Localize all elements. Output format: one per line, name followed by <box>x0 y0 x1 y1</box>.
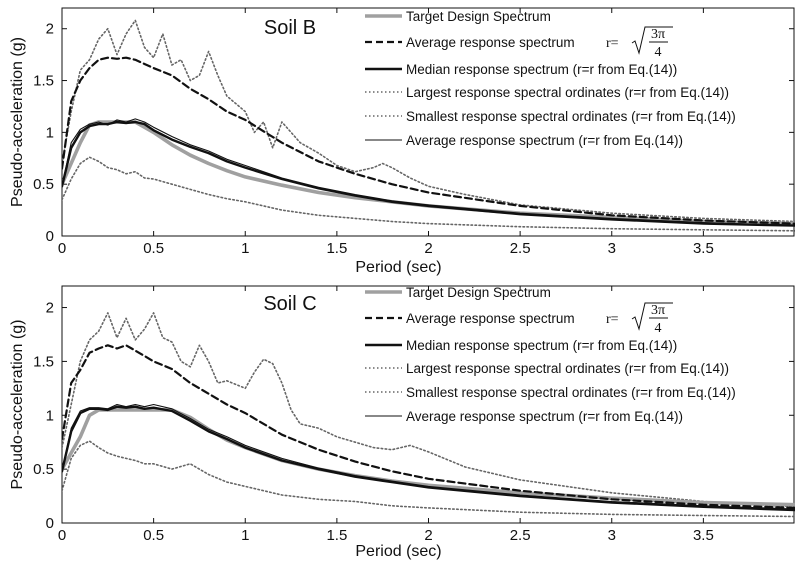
x-tick-label: 3 <box>608 527 616 544</box>
x-tick-label: 2.5 <box>510 240 531 257</box>
series-line-thick-2 <box>62 405 795 512</box>
legend-entry-label: Largest response spectral ordinates (r=r… <box>406 361 729 376</box>
x-tick-label: 2 <box>424 527 432 544</box>
series-line-dotted-4 <box>62 440 795 518</box>
y-tick-label: 0.5 <box>33 176 54 193</box>
legend-entry-label: Smallest response spectral ordinates (r=… <box>406 109 736 124</box>
legend-entry-label: Average response spectrum <box>406 311 575 326</box>
x-axis-label: Period (sec) <box>355 259 441 276</box>
y-tick-label: 0 <box>46 515 54 532</box>
legend-entry-label: Average response spectrum (r=r from Eq.(… <box>406 133 683 148</box>
legend-math-r: r= <box>606 312 619 327</box>
y-tick-label: 1.5 <box>33 73 54 90</box>
legend-entry-label: Smallest response spectral ordinates (r=… <box>406 385 736 400</box>
y-tick-label: 0.5 <box>33 461 54 478</box>
legend-entry-label: Largest response spectral ordinates (r=r… <box>406 85 729 100</box>
series-line-dotted-3 <box>62 19 795 223</box>
series-group <box>62 312 795 518</box>
legend-entry-label: Median response spectrum (r=r from Eq.(1… <box>406 62 677 77</box>
legend: Target Design Spectrum Average response s… <box>365 9 736 148</box>
x-tick-label: 1 <box>241 240 249 257</box>
x-tick-label: 3 <box>608 240 616 257</box>
series-line-dotted-3 <box>62 312 795 508</box>
y-tick-label: 0 <box>46 228 54 245</box>
x-tick-label: 1.5 <box>326 240 347 257</box>
fraction-numerator: 3π <box>651 303 665 318</box>
sqrt-sign <box>631 26 673 55</box>
y-tick-label: 1 <box>46 124 54 141</box>
x-tick-label: 1.5 <box>326 527 347 544</box>
x-tick-label: 3.5 <box>693 240 714 257</box>
legend-math-r: r= <box>606 36 619 51</box>
panel-title: Soil B <box>264 17 316 39</box>
series-line-thick-2 <box>62 120 795 227</box>
chart-panel-1: 0 0.5 1 1.5 2 2.5 3 3.5 0 0.5 1 1.5 2 Period (sec) Pse… <box>9 7 795 276</box>
legend-entry-label: Average response spectrum <box>406 35 575 50</box>
x-tick-label: 0.5 <box>143 240 164 257</box>
y-tick-label: 2 <box>46 300 54 317</box>
y-tick-label: 2 <box>46 21 54 38</box>
legend: Target Design Spectrum Average response s… <box>365 285 736 424</box>
fraction-denominator: 4 <box>655 45 662 60</box>
series-group <box>62 19 795 232</box>
y-axis-label: Pseudo-acceleration (g) <box>9 37 26 207</box>
legend-entry-label: Average response spectrum (r=r from Eq.(… <box>406 409 683 424</box>
y-tick-label: 1.5 <box>33 353 54 370</box>
fraction-numerator: 3π <box>651 27 665 42</box>
y-tick-label: 1 <box>46 407 54 424</box>
x-tick-label: 0 <box>58 527 66 544</box>
y-axis-label: Pseudo-acceleration (g) <box>9 320 26 490</box>
x-axis-label: Period (sec) <box>355 543 441 560</box>
x-tick-label: 0.5 <box>143 527 164 544</box>
panel-title: Soil C <box>263 293 316 315</box>
series-line-target-0 <box>62 408 795 507</box>
x-tick-label: 2.5 <box>510 527 531 544</box>
series-line-dotted-4 <box>62 156 795 232</box>
x-tick-label: 1 <box>241 527 249 544</box>
x-tick-label: 3.5 <box>693 527 714 544</box>
x-tick-label: 0 <box>58 240 66 257</box>
fraction-denominator: 4 <box>655 321 662 336</box>
legend-entry-label: Target Design Spectrum <box>406 285 551 300</box>
legend-entry-label: Target Design Spectrum <box>406 9 551 24</box>
x-tick-label: 2 <box>424 240 432 257</box>
series-line-dashed-1 <box>62 56 795 225</box>
series-line-dashed-1 <box>62 344 795 509</box>
legend-entry-label: Median response spectrum (r=r from Eq.(1… <box>406 338 677 353</box>
sqrt-sign <box>631 302 673 331</box>
